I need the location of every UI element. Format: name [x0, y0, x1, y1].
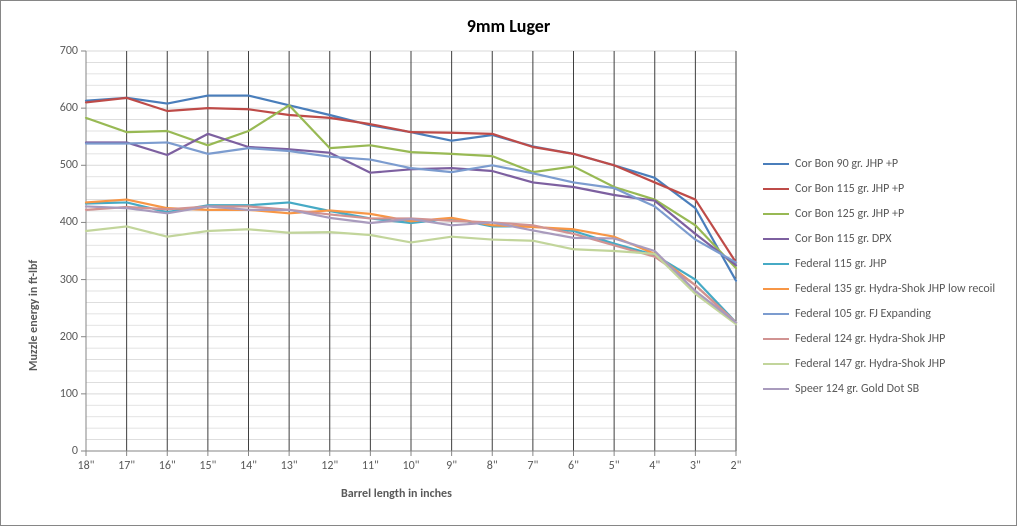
plot-area	[86, 51, 736, 451]
legend-item: Federal 115 gr. JHP	[763, 257, 995, 271]
y-tick-label: 400	[48, 215, 78, 229]
legend-swatch	[763, 313, 789, 315]
x-tick-label: 3"	[690, 459, 701, 473]
y-tick-label: 100	[48, 387, 78, 401]
legend-label: Federal 115 gr. JHP	[795, 257, 887, 271]
legend-item: Federal 147 gr. Hydra-Shok JHP	[763, 357, 995, 371]
x-tick-label: 4"	[649, 459, 660, 473]
x-tick-label: 7"	[527, 459, 538, 473]
legend-item: Federal 105 gr. FJ Expanding	[763, 307, 995, 321]
legend-item: Cor Bon 115 gr. JHP +P	[763, 182, 995, 196]
legend-label: Cor Bon 125 gr. JHP +P	[795, 207, 904, 221]
legend-item: Speer 124 gr. Gold Dot SB	[763, 382, 995, 396]
x-tick-label: 2"	[731, 459, 742, 473]
x-tick-label: 17"	[118, 459, 135, 473]
y-tick-label: 200	[48, 330, 78, 344]
legend-label: Federal 135 gr. Hydra-Shok JHP low recoi…	[795, 282, 995, 296]
y-tick-label: 0	[48, 444, 78, 458]
x-axis-label: Barrel length in inches	[341, 487, 452, 501]
y-tick-label: 700	[48, 44, 78, 58]
chart-container: 9mm Luger Muzzle energy in ft-lbf Barrel…	[0, 0, 1017, 526]
x-tick-label: 14"	[240, 459, 257, 473]
legend-swatch	[763, 288, 789, 290]
y-tick-label: 600	[48, 101, 78, 115]
legend-item: Cor Bon 125 gr. JHP +P	[763, 207, 995, 221]
x-tick-label: 13"	[281, 459, 298, 473]
legend-swatch	[763, 363, 789, 365]
legend-swatch	[763, 213, 789, 215]
x-tick-label: 5"	[609, 459, 620, 473]
y-axis-label: Muzzle energy in ft-lbf	[27, 260, 41, 371]
legend-item: Cor Bon 90 gr. JHP +P	[763, 157, 995, 171]
legend-label: Federal 105 gr. FJ Expanding	[795, 307, 931, 321]
legend-label: Cor Bon 115 gr. DPX	[795, 232, 891, 246]
legend-label: Federal 147 gr. Hydra-Shok JHP	[795, 357, 945, 371]
x-tick-label: 9"	[446, 459, 457, 473]
legend: Cor Bon 90 gr. JHP +P Cor Bon 115 gr. JHP…	[763, 157, 995, 407]
legend-label: Federal 124 gr. Hydra-Shok JHP	[795, 332, 945, 346]
legend-label: Cor Bon 115 gr. JHP +P	[795, 182, 904, 196]
legend-swatch	[763, 238, 789, 240]
chart-title: 9mm Luger	[1, 15, 1016, 37]
legend-swatch	[763, 163, 789, 165]
legend-item: Federal 135 gr. Hydra-Shok JHP low recoi…	[763, 282, 995, 296]
y-tick-label: 300	[48, 273, 78, 287]
x-tick-label: 16"	[159, 459, 176, 473]
legend-swatch	[763, 263, 789, 265]
legend-swatch	[763, 388, 789, 390]
legend-label: Speer 124 gr. Gold Dot SB	[795, 382, 919, 396]
y-tick-label: 500	[48, 158, 78, 172]
x-tick-label: 15"	[199, 459, 216, 473]
legend-swatch	[763, 188, 789, 190]
legend-item: Federal 124 gr. Hydra-Shok JHP	[763, 332, 995, 346]
legend-item: Cor Bon 115 gr. DPX	[763, 232, 995, 246]
legend-label: Cor Bon 90 gr. JHP +P	[795, 157, 898, 171]
x-tick-label: 6"	[568, 459, 579, 473]
x-tick-label: 8"	[487, 459, 498, 473]
legend-swatch	[763, 338, 789, 340]
x-tick-label: 10"	[403, 459, 420, 473]
x-tick-label: 11"	[362, 459, 379, 473]
x-tick-label: 12"	[321, 459, 338, 473]
x-tick-label: 18"	[78, 459, 95, 473]
